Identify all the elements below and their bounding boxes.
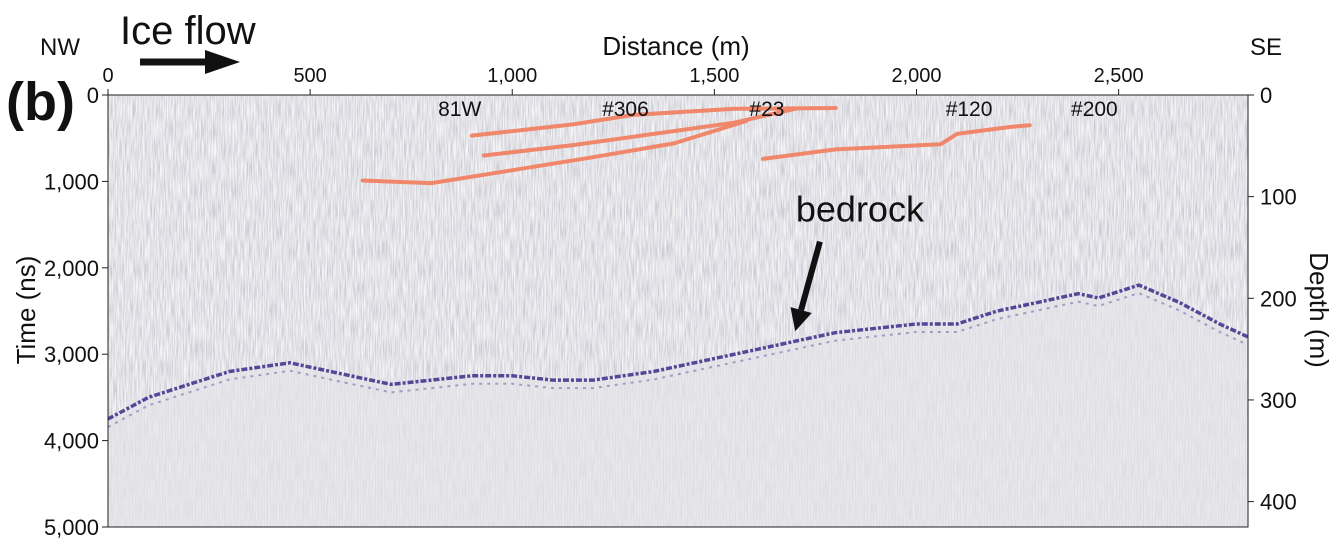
y-axis-right-label: Depth (m) — [1304, 252, 1334, 368]
se-end-label: SE — [1250, 34, 1282, 61]
y-axis-right-ticks: 0 100 200 300 400 — [1248, 83, 1297, 515]
y-axis-left-label: Time (ns) — [11, 256, 41, 365]
y-left-tick-label: 4,000 — [44, 429, 99, 454]
x-tick-label: 1,000 — [487, 65, 537, 87]
ice-flow-arrow — [140, 50, 240, 74]
borehole-label: 81W — [438, 98, 481, 121]
annotations: 81W #306 #23 #120 #200 bedrock — [438, 98, 1118, 332]
x-tick-label: 0 — [102, 65, 113, 87]
borehole-label: #23 — [749, 98, 784, 121]
borehole-label: #200 — [1071, 98, 1118, 121]
x-tick-label: 500 — [293, 65, 326, 87]
y-left-tick-label: 0 — [87, 83, 99, 108]
panel-label: (b) — [6, 72, 75, 132]
borehole-label: #306 — [602, 98, 649, 121]
isochrone-1 — [469, 106, 838, 138]
isochrone-3 — [360, 118, 749, 186]
ice-flow-label: Ice flow — [120, 9, 256, 53]
y-left-tick-label: 3,000 — [44, 342, 99, 367]
x-tick-label: 2,000 — [891, 65, 941, 87]
nw-end-label: NW — [40, 34, 80, 61]
y-right-tick-label: 200 — [1260, 286, 1297, 311]
y-right-tick-label: 300 — [1260, 388, 1297, 413]
plot-frame — [107, 94, 1249, 528]
x-axis-ticks: 0 500 1,000 1,500 2,000 2,500 — [102, 65, 1144, 95]
radargram-image — [108, 95, 1248, 527]
x-tick-label: 1,500 — [689, 65, 739, 87]
y-left-tick-label: 2,000 — [44, 256, 99, 281]
y-right-tick-label: 100 — [1260, 185, 1297, 210]
x-tick-label: 2,500 — [1094, 65, 1144, 87]
y-right-tick-label: 0 — [1260, 83, 1272, 108]
y-right-tick-label: 400 — [1260, 490, 1297, 515]
y-left-tick-label: 5,000 — [44, 515, 99, 540]
x-axis-label: Distance (m) — [602, 31, 749, 61]
isochrone-layer — [360, 106, 1032, 186]
isochrone-4 — [760, 123, 1032, 161]
bedrock-label: bedrock — [796, 189, 925, 230]
bedrock-arrow — [798, 240, 823, 311]
bedrock-arrow-head — [790, 307, 812, 332]
y-left-tick-label: 1,000 — [44, 169, 99, 194]
y-axis-left-ticks: 0 1,000 2,000 3,000 4,000 5,000 — [44, 83, 108, 540]
isochrone-2 — [482, 106, 798, 158]
borehole-label: #120 — [946, 98, 993, 121]
